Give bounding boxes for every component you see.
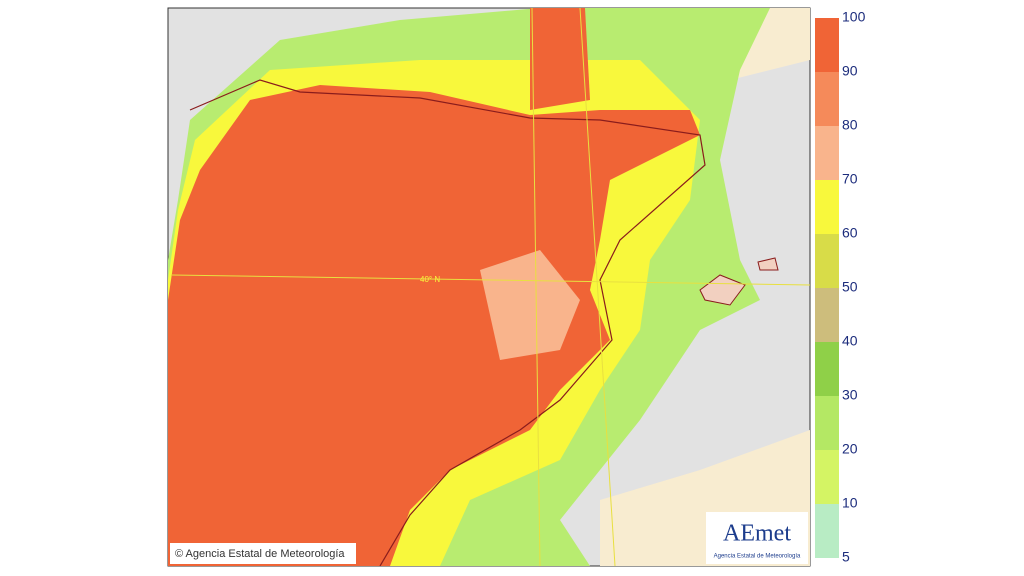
copyright-box xyxy=(170,543,356,564)
logo: AEmet xyxy=(723,521,791,547)
latitude-label: 40° N xyxy=(420,275,440,284)
map: 40° N © Agencia Estatal de Meteorología … xyxy=(167,7,811,567)
parallel-line xyxy=(171,274,811,286)
rain-high xyxy=(168,85,700,566)
legend-label: 5 xyxy=(842,549,850,565)
island-mallorca xyxy=(699,274,746,306)
legend-band xyxy=(815,288,839,342)
legend-label: 70 xyxy=(842,171,858,187)
legend-band xyxy=(815,396,839,450)
legend-label: 90 xyxy=(842,63,858,79)
logo-box xyxy=(706,512,808,564)
legend-band xyxy=(815,234,839,288)
legend-band xyxy=(815,126,839,180)
meridian-line xyxy=(531,7,541,567)
legend-label: 60 xyxy=(842,225,858,241)
legend-band xyxy=(815,504,839,558)
island-menorca xyxy=(757,257,779,271)
coastline xyxy=(189,79,706,567)
copyright: © Agencia Estatal de Meteorología xyxy=(175,548,345,560)
legend-label: 10 xyxy=(842,495,858,511)
legend-band xyxy=(815,18,839,72)
legend-label: 80 xyxy=(842,117,858,133)
legend-label: 40 xyxy=(842,333,858,349)
legend-band xyxy=(815,342,839,396)
rain-biscay xyxy=(530,8,590,110)
legend: 100 90 80 70 60 50 40 30 20 10 5 xyxy=(815,9,866,565)
legend-band xyxy=(815,72,839,126)
logo-subtitle: Agencia Estatal de Meteorología xyxy=(714,554,801,560)
legend-band xyxy=(815,180,839,234)
legend-label: 30 xyxy=(842,387,858,403)
legend-band xyxy=(815,450,839,504)
meridian-line xyxy=(579,7,616,567)
legend-label: 100 xyxy=(842,9,866,25)
legend-label: 50 xyxy=(842,279,858,295)
rain-mid xyxy=(480,250,580,360)
legend-label: 20 xyxy=(842,441,858,457)
